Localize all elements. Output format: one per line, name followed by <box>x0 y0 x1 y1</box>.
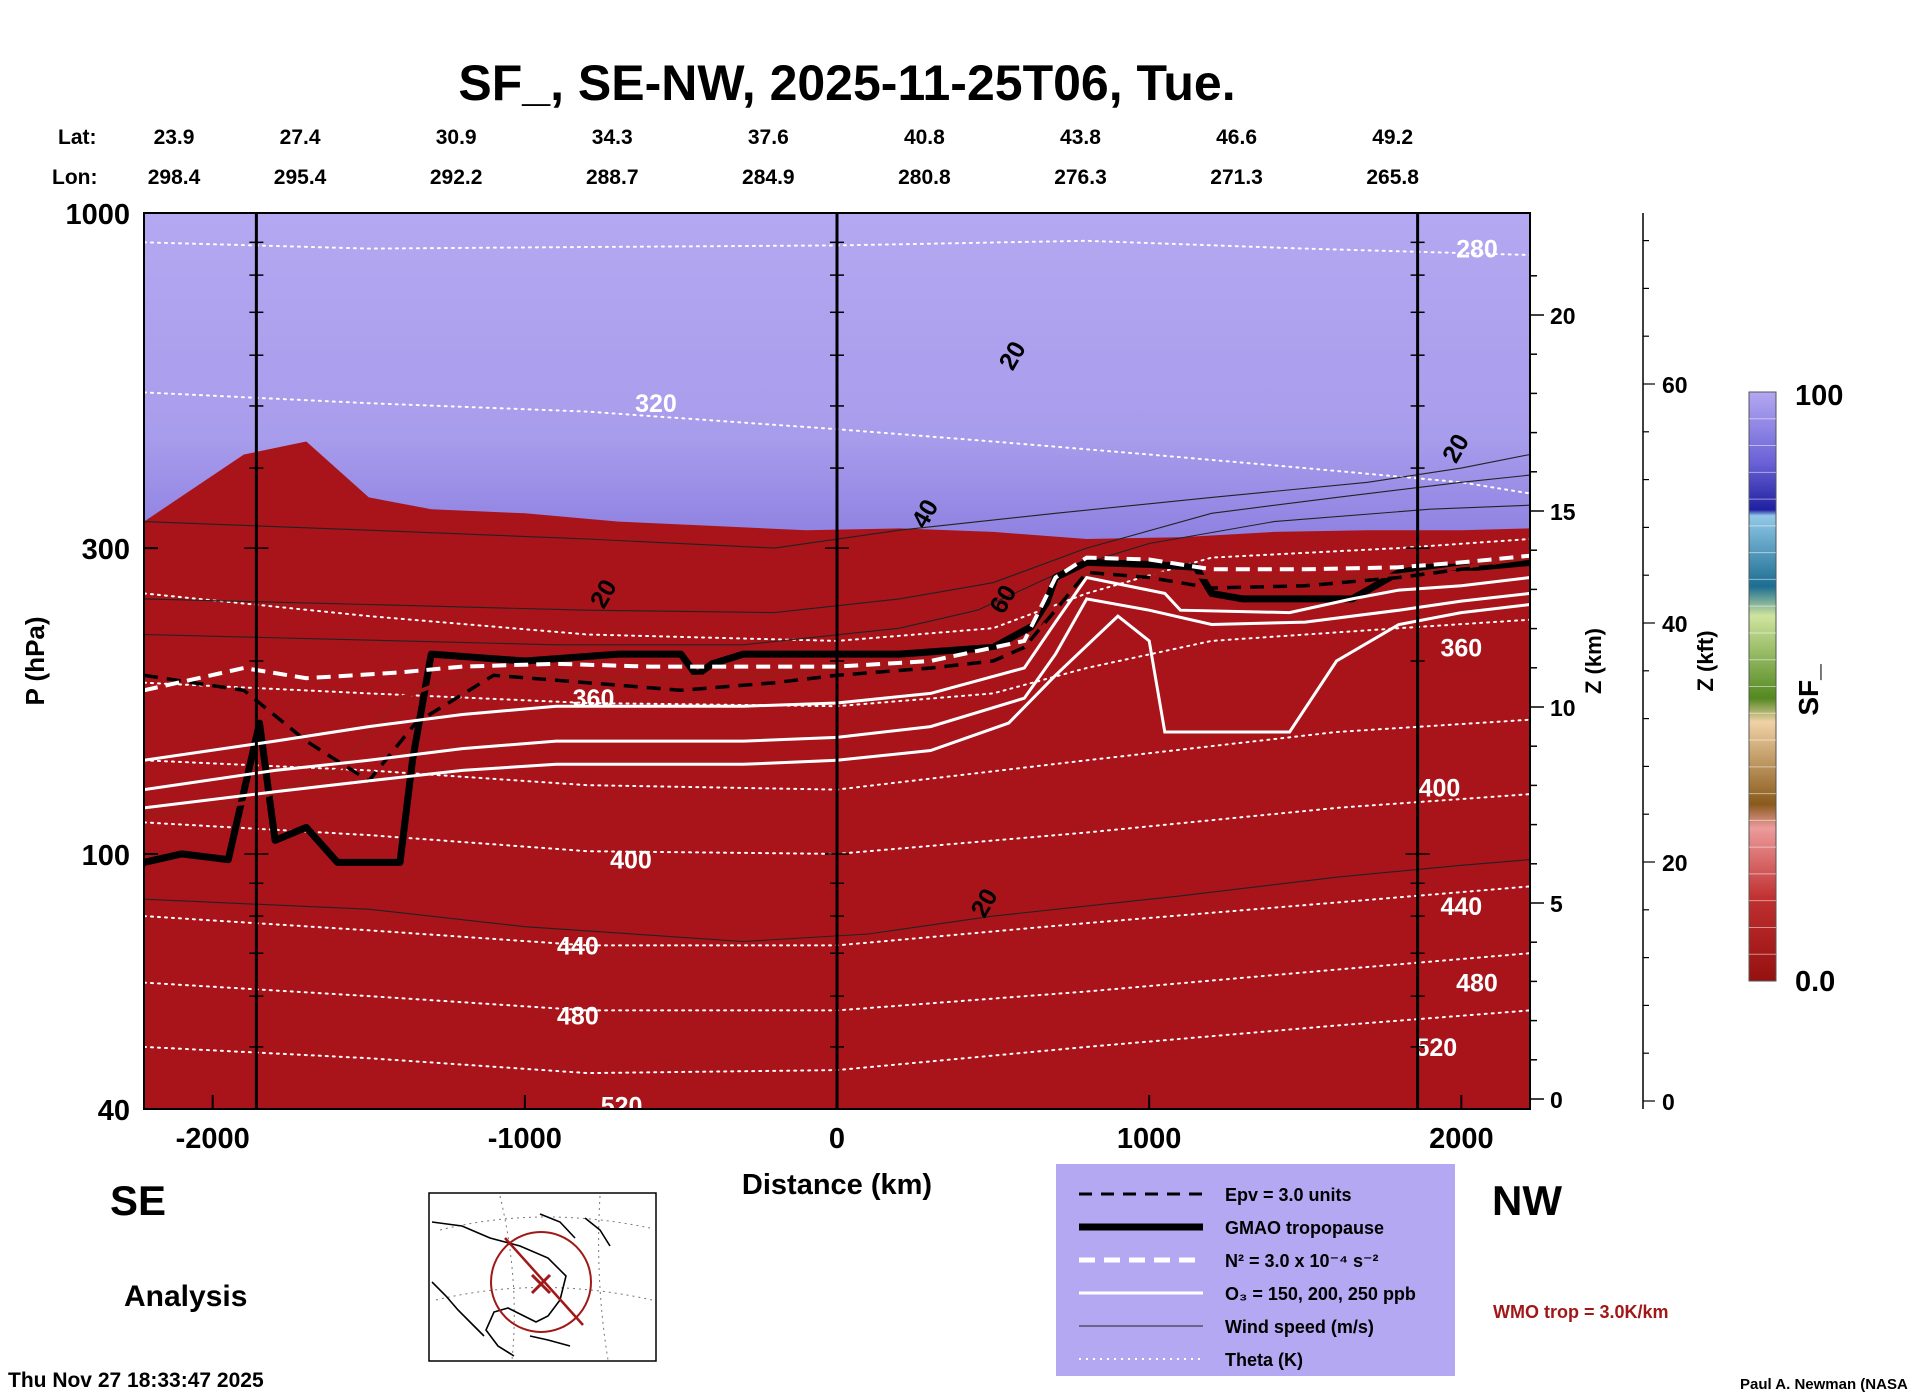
z-kft-title: Z (kft) <box>1693 630 1718 691</box>
legend-label: O₃ = 150, 200, 250 ppb <box>1225 1284 1416 1304</box>
lon-value: 288.7 <box>586 166 639 189</box>
y-tick-label: 1000 <box>65 199 130 231</box>
lat-label: Lat: <box>58 126 97 149</box>
series-wind-20-m-s-upper <box>144 859 1530 943</box>
locator-map-frame <box>428 1192 657 1362</box>
z-km-tick-label: 5 <box>1550 891 1563 917</box>
theta-label: 480 <box>1456 970 1498 998</box>
series-o3-150-ppb <box>144 575 1530 762</box>
theta-label: 520 <box>601 1093 643 1121</box>
chart-title: SF_, SE-NW, 2025-11-25T06, Tue. <box>458 55 1235 111</box>
lon-value: 276.3 <box>1054 166 1107 189</box>
lat-value: 43.8 <box>1060 126 1101 149</box>
z-kft-tick-label: 20 <box>1662 850 1688 876</box>
lat-value: 37.6 <box>748 126 789 149</box>
legend-label: Wind speed (m/s) <box>1225 1317 1374 1337</box>
legend: Epv = 3.0 units GMAO tropopause N² = 3.0 x… <box>1056 1164 1455 1376</box>
lon-value: 284.9 <box>742 166 795 189</box>
lon-value: 292.2 <box>430 166 483 189</box>
theta-label: 360 <box>1440 634 1482 662</box>
y-tick-label: 300 <box>82 534 130 566</box>
theta-label: 400 <box>610 847 652 875</box>
series-epv-3-0-units <box>144 560 1530 784</box>
series-wind-40-m-s <box>144 474 1530 614</box>
credit: Paul A. Newman (NASA <box>1740 1376 1908 1393</box>
map-range-circle <box>490 1231 592 1333</box>
z-km-tick-label: 20 <box>1550 303 1576 329</box>
analysis-label: Analysis <box>124 1280 247 1313</box>
series-o3-250-ppb <box>144 603 1530 810</box>
lat-value: 46.6 <box>1216 126 1257 149</box>
theta-label: 320 <box>635 390 677 418</box>
y-tick-label: 40 <box>98 1095 130 1127</box>
z-kft-tick-label: 40 <box>1662 611 1688 637</box>
series-theta-340-k <box>144 538 1530 642</box>
lat-value: 30.9 <box>436 126 477 149</box>
colorbar-max-label: 100 <box>1795 380 1843 412</box>
nw-label: NW <box>1492 1177 1562 1224</box>
series-o3-200-ppb <box>144 591 1530 792</box>
timestamp: Thu Nov 27 18:33:47 2025 <box>8 1369 264 1392</box>
legend-label: GMAO tropopause <box>1225 1218 1384 1238</box>
series-gmao-tropopause <box>144 558 1530 866</box>
theta-label: 280 <box>1456 236 1498 264</box>
legend-label: Epv = 3.0 units <box>1225 1185 1352 1205</box>
z-kft-tick-label: 60 <box>1662 372 1688 398</box>
lon-label: Lon: <box>52 166 97 189</box>
lat-value: 40.8 <box>904 126 945 149</box>
series-wmo-trop <box>144 555 1530 817</box>
lat-lon-header: Lat: Lon: 23.9 298.4 27.4 295.4 30.9 292.2 34.… <box>52 126 1419 189</box>
series-wind-60-m-s <box>144 504 1530 646</box>
lat-value: 34.3 <box>592 126 633 149</box>
theta-label: 440 <box>1440 893 1482 921</box>
lon-value: 271.3 <box>1210 166 1263 189</box>
map-center-marker <box>530 1273 552 1295</box>
colorbar-title: SF_ <box>1793 664 1824 716</box>
lat-value: 49.2 <box>1372 126 1413 149</box>
y-axis-title: P (hPa) <box>20 616 50 705</box>
z-km-title: Z (km) <box>1581 628 1606 694</box>
x-tick-label: -2000 <box>176 1123 250 1155</box>
theta-label: 440 <box>557 932 599 960</box>
z-km-tick-label: 10 <box>1550 695 1576 721</box>
map-coastline <box>431 1213 611 1357</box>
series-n2-3-0-x-10-4-s-2 <box>144 553 1530 693</box>
theta-label: 400 <box>1419 774 1461 802</box>
legend-label: Theta (K) <box>1225 1350 1303 1370</box>
se-label: SE <box>110 1177 166 1224</box>
theta-label: 520 <box>1415 1034 1457 1062</box>
legend-label: N² = 3.0 x 10⁻⁴ s⁻² <box>1225 1251 1378 1271</box>
x-tick-label: 1000 <box>1117 1123 1182 1155</box>
lon-value: 280.8 <box>898 166 951 189</box>
z-kft-tick-label: 0 <box>1662 1089 1675 1115</box>
lon-value: 265.8 <box>1366 166 1419 189</box>
lon-value: 295.4 <box>274 166 327 189</box>
x-axis-title: Distance (km) <box>742 1169 932 1201</box>
colorbar-min-label: 0.0 <box>1795 966 1835 998</box>
x-tick-label: -1000 <box>488 1123 562 1155</box>
lon-value: 298.4 <box>148 166 201 189</box>
locator-map <box>428 1192 657 1362</box>
lat-value: 27.4 <box>280 126 321 149</box>
z-km-tick-label: 15 <box>1550 499 1576 525</box>
theta-label: 480 <box>557 1002 599 1030</box>
z-km-tick-label: 0 <box>1550 1087 1563 1113</box>
x-tick-label: 2000 <box>1429 1123 1494 1155</box>
x-tick-label: 0 <box>829 1123 845 1155</box>
wmo-trop-label: WMO trop = 3.0K/km <box>1493 1302 1669 1322</box>
y-tick-label: 100 <box>82 840 130 872</box>
legend-box <box>1056 1164 1455 1376</box>
series-wind-20-m-s-lower <box>144 453 1530 549</box>
lat-value: 23.9 <box>154 126 195 149</box>
theta-label: 360 <box>573 685 615 713</box>
map-graticule <box>435 1195 653 1361</box>
series-theta-320-k <box>144 391 1530 495</box>
